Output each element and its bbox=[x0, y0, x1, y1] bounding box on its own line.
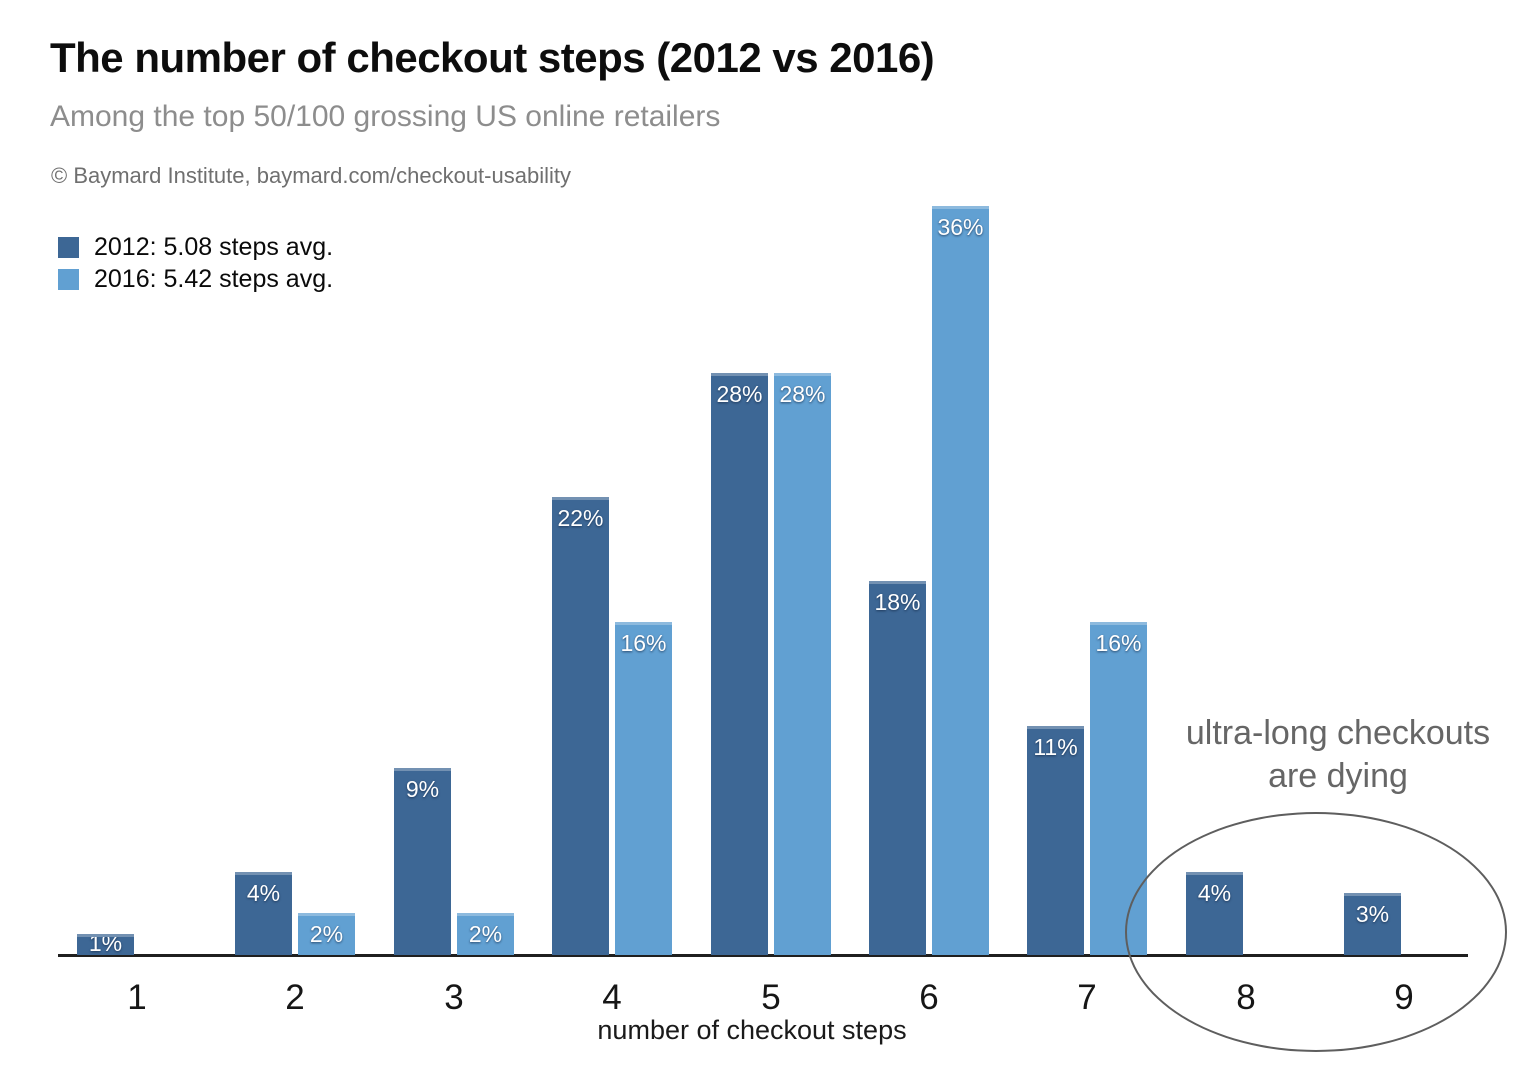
legend: 2012: 5.08 steps avg. 2016: 5.42 steps a… bbox=[58, 231, 333, 295]
legend-swatch-2016 bbox=[58, 268, 79, 290]
bar-2016-step-5: 28% bbox=[774, 373, 831, 955]
bar-2016-step-2: 2% bbox=[298, 913, 355, 955]
bar-value-label: 2% bbox=[468, 921, 503, 947]
x-tick-1: 1 bbox=[127, 978, 147, 1017]
highlight-ellipse bbox=[1125, 812, 1507, 1052]
legend-item-2016: 2016: 5.42 steps avg. bbox=[58, 263, 333, 295]
bar-value-label: 9% bbox=[405, 776, 440, 802]
bar-value-label: 1% bbox=[88, 934, 123, 955]
x-axis-label: number of checkout steps bbox=[597, 1015, 907, 1045]
annotation-line-2: are dying bbox=[1268, 757, 1408, 795]
legend-swatch-2012 bbox=[58, 236, 79, 258]
x-tick-5: 5 bbox=[761, 978, 781, 1017]
bar-2012-step-5: 28% bbox=[711, 373, 768, 955]
bar-value-label: 16% bbox=[1095, 630, 1142, 656]
bar-value-label: 16% bbox=[620, 630, 667, 656]
bar-2016-step-6: 36% bbox=[932, 206, 989, 955]
bar-value-label: 4% bbox=[246, 880, 281, 906]
bar-2012-step-6: 18% bbox=[869, 581, 926, 955]
bar-2012-step-4: 22% bbox=[552, 497, 609, 955]
x-axis-line bbox=[58, 954, 1468, 957]
x-tick-2: 2 bbox=[285, 978, 305, 1017]
legend-label-2016: 2016: 5.42 steps avg. bbox=[94, 264, 334, 293]
attribution-text: © Baymard Institute, baymard.com/checkou… bbox=[51, 163, 571, 188]
bar-value-label: 22% bbox=[557, 505, 604, 531]
bar-2012-step-3: 9% bbox=[394, 768, 451, 955]
bar-value-label: 2% bbox=[309, 921, 344, 947]
chart-subtitle: Among the top 50/100 grossing US online … bbox=[50, 100, 721, 133]
legend-item-2012: 2012: 5.08 steps avg. bbox=[58, 231, 333, 263]
annotation-line-1: ultra-long checkouts bbox=[1185, 714, 1491, 752]
bar-value-label: 11% bbox=[1033, 734, 1078, 760]
chart-title: The number of checkout steps (2012 vs 20… bbox=[50, 34, 935, 81]
x-tick-3: 3 bbox=[444, 978, 464, 1017]
bar-2012-step-2: 4% bbox=[235, 872, 292, 955]
bar-value-label: 28% bbox=[716, 381, 763, 407]
bar-2012-step-7: 11% bbox=[1027, 726, 1084, 955]
legend-label-2012: 2012: 5.08 steps avg. bbox=[94, 232, 334, 261]
bar-2016-step-3: 2% bbox=[457, 913, 514, 955]
bar-2012-step-1: 1% bbox=[77, 934, 134, 955]
annotation-text: ultra-long checkouts are dying bbox=[1186, 712, 1490, 798]
bar-value-label: 28% bbox=[779, 381, 826, 407]
x-tick-4: 4 bbox=[602, 978, 622, 1017]
bar-2016-step-4: 16% bbox=[615, 622, 672, 955]
bar-value-label: 18% bbox=[874, 589, 921, 615]
x-tick-7: 7 bbox=[1077, 978, 1097, 1017]
x-tick-6: 6 bbox=[919, 978, 939, 1017]
bar-value-label: 36% bbox=[937, 214, 984, 240]
